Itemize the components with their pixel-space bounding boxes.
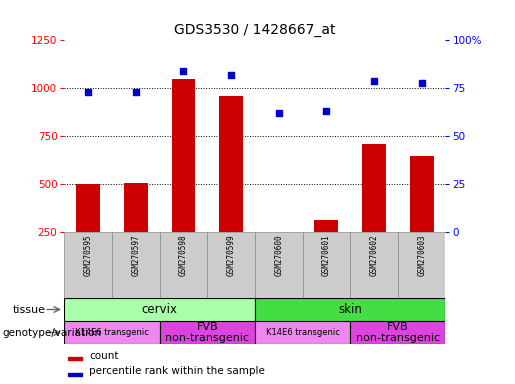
Point — [227, 72, 235, 78]
Bar — [64, 298, 255, 321]
Bar — [255, 232, 303, 298]
Text: GSM270598: GSM270598 — [179, 234, 188, 276]
Text: GSM270600: GSM270600 — [274, 234, 283, 276]
Text: K14E6 transgenic: K14E6 transgenic — [75, 328, 149, 337]
Point — [132, 89, 140, 95]
Text: FVB
non-transgenic: FVB non-transgenic — [165, 322, 249, 343]
Bar — [160, 232, 207, 298]
Bar — [362, 144, 386, 232]
Title: GDS3530 / 1428667_at: GDS3530 / 1428667_at — [174, 23, 336, 36]
Bar — [207, 232, 255, 298]
Bar — [64, 321, 160, 344]
Text: GSM270599: GSM270599 — [227, 234, 235, 276]
Text: tissue: tissue — [13, 305, 46, 314]
Text: skin: skin — [338, 303, 362, 316]
Point — [370, 78, 378, 84]
Text: percentile rank within the sample: percentile rank within the sample — [89, 366, 265, 376]
Text: GSM270597: GSM270597 — [131, 234, 140, 276]
Bar — [76, 184, 100, 232]
Text: GSM270602: GSM270602 — [370, 234, 379, 276]
Text: GSM270603: GSM270603 — [417, 234, 426, 276]
Point — [322, 108, 331, 114]
Point — [84, 89, 92, 95]
Bar — [315, 220, 338, 232]
Point — [274, 110, 283, 116]
Bar — [303, 232, 350, 298]
Bar — [112, 232, 160, 298]
Text: cervix: cervix — [142, 303, 178, 316]
Bar — [64, 232, 112, 298]
Bar — [68, 358, 81, 360]
Text: genotype/variation: genotype/variation — [3, 328, 101, 338]
Bar — [68, 373, 81, 376]
Bar — [398, 232, 445, 298]
Bar — [267, 232, 290, 233]
Text: GSM270601: GSM270601 — [322, 234, 331, 276]
Bar — [350, 321, 445, 344]
Text: K14E6 transgenic: K14E6 transgenic — [266, 328, 339, 337]
Bar — [160, 321, 255, 344]
Bar — [124, 184, 148, 232]
Text: FVB
non-transgenic: FVB non-transgenic — [356, 322, 440, 343]
Point — [418, 79, 426, 86]
Bar — [350, 232, 398, 298]
Bar — [171, 79, 195, 232]
Bar — [255, 298, 445, 321]
Bar — [255, 321, 350, 344]
Text: GSM270595: GSM270595 — [84, 234, 93, 276]
Bar — [219, 96, 243, 232]
Text: count: count — [89, 351, 118, 361]
Bar — [410, 156, 434, 232]
Point — [179, 68, 187, 74]
